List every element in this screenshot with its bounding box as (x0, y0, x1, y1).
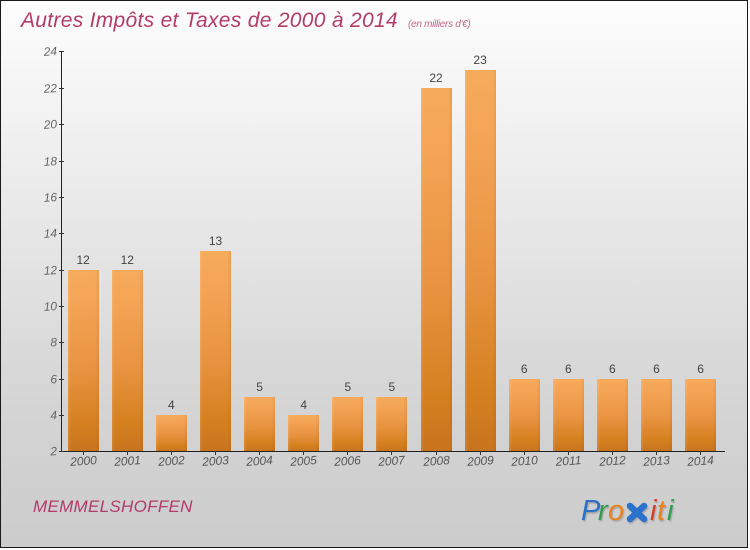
svg-text:o: o (608, 495, 624, 527)
svg-text:t: t (657, 495, 667, 527)
svg-text:i: i (667, 495, 675, 527)
